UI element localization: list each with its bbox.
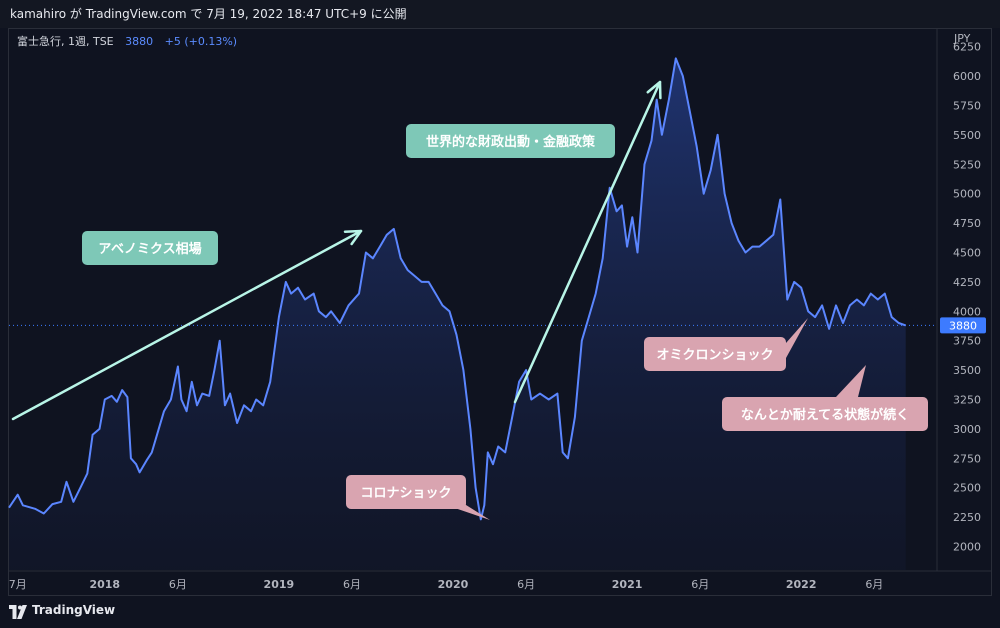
y-tick-label: 5500	[953, 129, 981, 142]
y-tick-label: 6250	[953, 41, 981, 54]
tradingview-logo-icon	[9, 605, 27, 619]
y-tick-label: 5000	[953, 188, 981, 201]
x-axis: 7月 2018 6月 2019 6月 2020 6月 2021 6月 2022 6月	[9, 578, 884, 591]
y-tick-label: 2750	[953, 452, 981, 465]
y-axis: JPY 2000 2250 2500 2750 3000 3250 3500 3750 4000 4…	[940, 32, 986, 553]
callout-abenomics-label: アベノミクス相場	[98, 241, 201, 257]
publish-header: kamahiro が TradingView.com で 7月 19, 2022…	[0, 0, 1000, 28]
y-tick-label: 3250	[953, 393, 981, 406]
y-tick-label: 4250	[953, 276, 981, 289]
legend-symbol: 富士急行, 1週, TSE	[17, 35, 114, 48]
last-price-tag	[940, 317, 986, 334]
abenomics-arrow-head	[343, 229, 363, 246]
callout-abenomics-box	[82, 231, 218, 265]
abenomics-arrow	[11, 229, 363, 421]
callout-omicron-label: オミクロンショック	[656, 348, 773, 363]
callout-corona-box	[346, 475, 466, 509]
y-tick-label: 2250	[953, 511, 981, 524]
callout-holding-box	[722, 397, 928, 431]
x-tick-label: 2022	[786, 578, 817, 591]
plot-area	[8, 57, 937, 571]
callout-fiscal: 世界的な財政出動・金融政策	[406, 124, 615, 158]
x-tick-label: 6月	[691, 578, 709, 591]
callout-omicron-box	[644, 337, 786, 371]
x-tick-label: 6月	[169, 578, 187, 591]
currency-label: JPY	[953, 32, 971, 45]
y-tick-label: 4000	[953, 305, 981, 318]
callout-fiscal-label: 世界的な財政出動・金融政策	[426, 134, 596, 150]
callout-corona: コロナショック	[346, 475, 490, 520]
callout-holding-tail	[836, 365, 866, 397]
callout-holding-label: なんとか耐えてる状態が続く	[741, 407, 909, 423]
legend-change: +5 (+0.13%)	[164, 35, 238, 48]
y-tick-label: 3750	[953, 335, 981, 348]
callout-omicron: オミクロンショック	[644, 318, 808, 371]
last-price-tag-label: 3880	[949, 319, 977, 332]
trend-arrows	[11, 80, 662, 421]
x-tick-label: 6月	[517, 578, 535, 591]
callout-holding: なんとか耐えてる状態が続く	[722, 365, 928, 431]
y-tick-label: 4750	[953, 217, 981, 230]
callout-fiscal-box	[406, 124, 615, 158]
legend-price: 3880	[125, 35, 154, 48]
y-tick-label: 4500	[953, 246, 981, 259]
y-tick-label: 5250	[953, 158, 981, 171]
callout-omicron-tail	[786, 318, 808, 358]
publish-header-text: kamahiro が TradingView.com で 7月 19, 2022…	[10, 7, 407, 21]
chart-legend: 富士急行, 1週, TSE 3880 +5 (+0.13%)	[17, 33, 237, 49]
x-tick-label: 6月	[343, 578, 361, 591]
x-tick-label: 2019	[264, 578, 295, 591]
callout-abenomics: アベノミクス相場	[82, 231, 218, 265]
x-tick-label: 6月	[865, 578, 883, 591]
y-tick-label: 6000	[953, 70, 981, 83]
x-tick-label: 2020	[438, 578, 469, 591]
y-tick-label: 5750	[953, 99, 981, 112]
price-area	[9, 58, 906, 571]
price-line	[8, 57, 907, 521]
x-tick-label: 7月	[9, 578, 27, 591]
fiscal-arrow-head	[646, 80, 662, 100]
fiscal-arrow	[513, 80, 662, 404]
y-tick-label: 3500	[953, 364, 981, 377]
y-tick-label: 2500	[953, 482, 981, 495]
x-tick-label: 2021	[612, 578, 643, 591]
y-tick-label: 2000	[953, 540, 981, 553]
footer: TradingView	[0, 596, 1000, 628]
chart-grid	[9, 29, 991, 572]
tradingview-brand: TradingView	[32, 603, 116, 617]
x-tick-label: 2018	[89, 578, 120, 591]
callout-corona-label: コロナショック	[360, 486, 451, 501]
y-tick-label: 3000	[953, 423, 981, 436]
